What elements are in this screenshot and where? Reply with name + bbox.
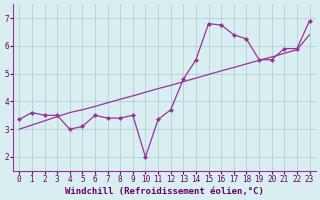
X-axis label: Windchill (Refroidissement éolien,°C): Windchill (Refroidissement éolien,°C) [65,187,264,196]
